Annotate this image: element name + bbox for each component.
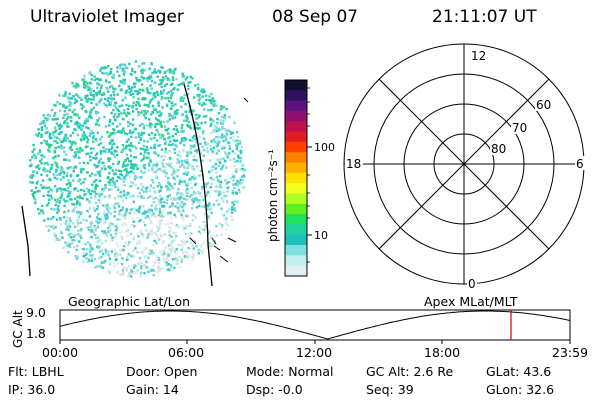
apex-title: Apex MLat/MLT [424, 294, 518, 309]
coast-fragment [243, 97, 249, 103]
status-flt: Flt: LBHL [8, 364, 64, 379]
colorbar [285, 80, 307, 277]
status-gc-alt: GC Alt: 2.6 Re [366, 364, 454, 379]
status-door: Door: Open [126, 364, 198, 379]
colorbar-label-100: 100 [314, 141, 335, 154]
orbit-x-ticks [59, 340, 571, 344]
lat-label-80: 80 [491, 142, 506, 156]
y-tick-9: 9.0 [26, 305, 46, 320]
date-label: 08 Sep 07 [272, 7, 359, 27]
status-glat: GLat: 43.6 [486, 364, 552, 379]
status-seq: Seq: 39 [366, 382, 414, 397]
coast-fragment-cluster [189, 237, 237, 263]
status-gain: Gain: 14 [126, 382, 179, 397]
mlt-label-18: 18 [346, 157, 361, 171]
x-tick-0600: 06:00 [168, 345, 205, 360]
time-label: 21:11:07 UT [432, 7, 537, 27]
status-ip: IP: 36.0 [8, 382, 56, 397]
polar-grid [343, 43, 585, 285]
meridian-diag-2 [378, 78, 550, 250]
mlt-label-6: 6 [576, 157, 584, 171]
limb-line-left [21, 205, 31, 277]
colorbar-frame [284, 79, 308, 277]
lat-label-60: 60 [536, 98, 551, 112]
instrument-title: Ultraviolet Imager [30, 7, 184, 27]
mlt-label-0: 0 [468, 277, 476, 291]
colorbar-label-10: 10 [314, 229, 328, 242]
status-glon: GLon: 32.6 [486, 382, 555, 397]
orbit-y-axis-label: GC Alt [11, 310, 25, 348]
colorbar-units: photon cm⁻²s⁻¹ [266, 149, 280, 242]
x-tick-1800: 18:00 [424, 345, 461, 360]
terminator-line [183, 83, 213, 287]
colorbar-minor-ticks [307, 87, 310, 263]
geographic-title: Geographic Lat/Lon [68, 294, 190, 309]
mlt-label-12: 12 [471, 49, 486, 63]
status-mode: Mode: Normal [246, 364, 334, 379]
x-tick-0000: 00:00 [42, 345, 79, 360]
status-dsp: Dsp: -0.0 [246, 382, 303, 397]
lat-label-70: 70 [512, 121, 527, 135]
uv-image-disk [28, 60, 247, 278]
x-tick-2359: 23:59 [552, 345, 589, 360]
orbit-altitude-curve [59, 310, 571, 340]
y-tick-1-8: 1.8 [26, 326, 46, 341]
x-tick-1200: 12:00 [296, 345, 333, 360]
